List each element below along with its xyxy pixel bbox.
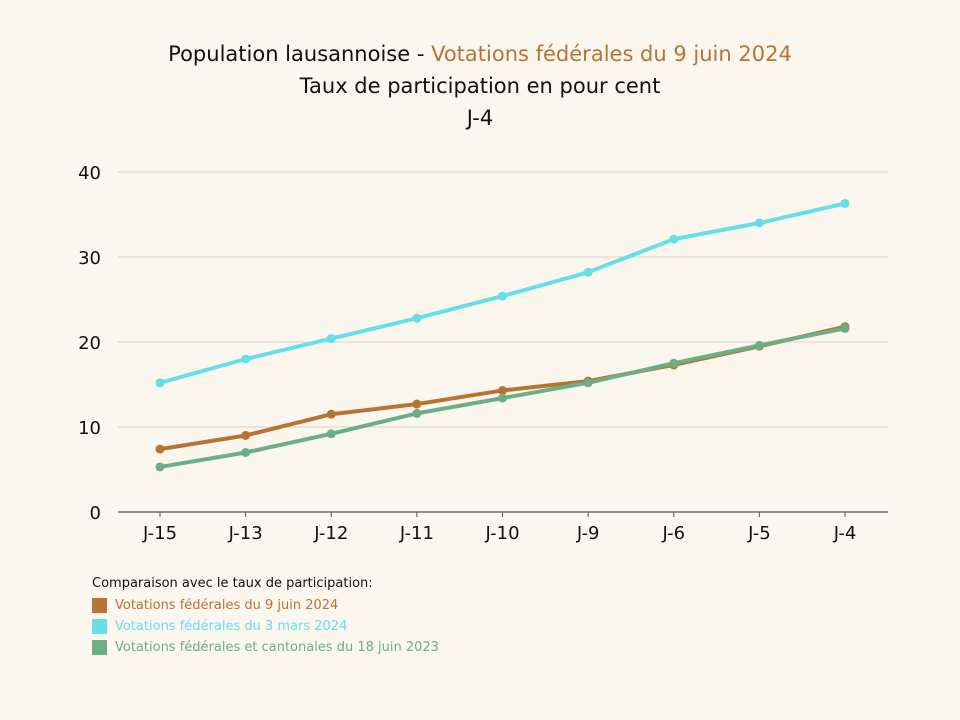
x-tick-label: J-11 bbox=[399, 523, 434, 544]
x-tick-label: J-12 bbox=[313, 523, 348, 544]
data-point bbox=[326, 429, 336, 439]
data-point bbox=[155, 444, 165, 454]
legend-item: Votations fédérales du 9 juin 2024 bbox=[92, 595, 439, 616]
data-point bbox=[241, 354, 251, 364]
legend-swatch bbox=[92, 640, 107, 655]
data-point bbox=[498, 291, 507, 301]
data-point bbox=[754, 340, 764, 350]
chart-subtitle-day: J-4 bbox=[466, 106, 494, 130]
x-tick-label: J-4 bbox=[833, 523, 857, 544]
legend-swatch bbox=[92, 619, 107, 634]
x-tick-label: J-5 bbox=[747, 523, 771, 544]
x-tick-label: J-13 bbox=[228, 523, 263, 544]
y-tick-label: 10 bbox=[78, 418, 101, 439]
data-point bbox=[326, 334, 336, 344]
data-point bbox=[241, 448, 251, 457]
data-point bbox=[840, 323, 850, 333]
data-point bbox=[155, 378, 165, 388]
data-point bbox=[669, 358, 679, 368]
data-point bbox=[412, 313, 422, 323]
data-point bbox=[412, 399, 422, 409]
legend-swatch bbox=[92, 598, 107, 613]
data-point bbox=[498, 385, 507, 395]
y-tick-label: 40 bbox=[78, 163, 101, 184]
data-point bbox=[498, 393, 507, 403]
chart-titles: Population lausannoise - Votations fédér… bbox=[0, 38, 960, 134]
data-point bbox=[241, 431, 251, 440]
data-point bbox=[669, 234, 679, 244]
legend-label: Votations fédérales du 3 mars 2024 bbox=[115, 619, 348, 634]
y-tick-label: 0 bbox=[90, 503, 101, 524]
legend-items: Votations fédérales du 9 juin 2024 Votati… bbox=[92, 595, 439, 658]
chart-title-highlight: Votations fédérales du 9 juin 2024 bbox=[431, 42, 792, 66]
data-point bbox=[840, 198, 850, 208]
legend-item: Votations fédérales et cantonales du 18 … bbox=[92, 637, 439, 658]
data-point bbox=[326, 409, 336, 419]
chart-title: Population lausannoise - Votations fédér… bbox=[0, 38, 960, 70]
data-point bbox=[583, 267, 593, 277]
legend: Comparaison avec le taux de participatio… bbox=[92, 574, 439, 658]
data-point bbox=[583, 378, 593, 388]
legend-title: Comparaison avec le taux de participatio… bbox=[92, 576, 373, 591]
legend-item: Votations fédérales du 3 mars 2024 bbox=[92, 616, 439, 637]
data-point bbox=[412, 408, 422, 418]
y-tick-label: 20 bbox=[78, 333, 101, 354]
legend-label: Votations fédérales du 9 juin 2024 bbox=[115, 598, 339, 613]
data-point bbox=[754, 218, 764, 228]
data-point bbox=[155, 462, 165, 472]
x-tick-label: J-9 bbox=[576, 523, 600, 544]
chart-subtitle: Taux de participation en pour cent bbox=[299, 74, 661, 98]
x-tick-label: J-10 bbox=[484, 523, 519, 544]
y-tick-label: 30 bbox=[78, 248, 101, 269]
chart-title-prefix: Population lausannoise - bbox=[168, 42, 432, 66]
legend-label: Votations fédérales et cantonales du 18 … bbox=[115, 640, 439, 655]
x-tick-label: J-6 bbox=[661, 523, 685, 544]
x-tick-label: J-15 bbox=[142, 523, 177, 544]
